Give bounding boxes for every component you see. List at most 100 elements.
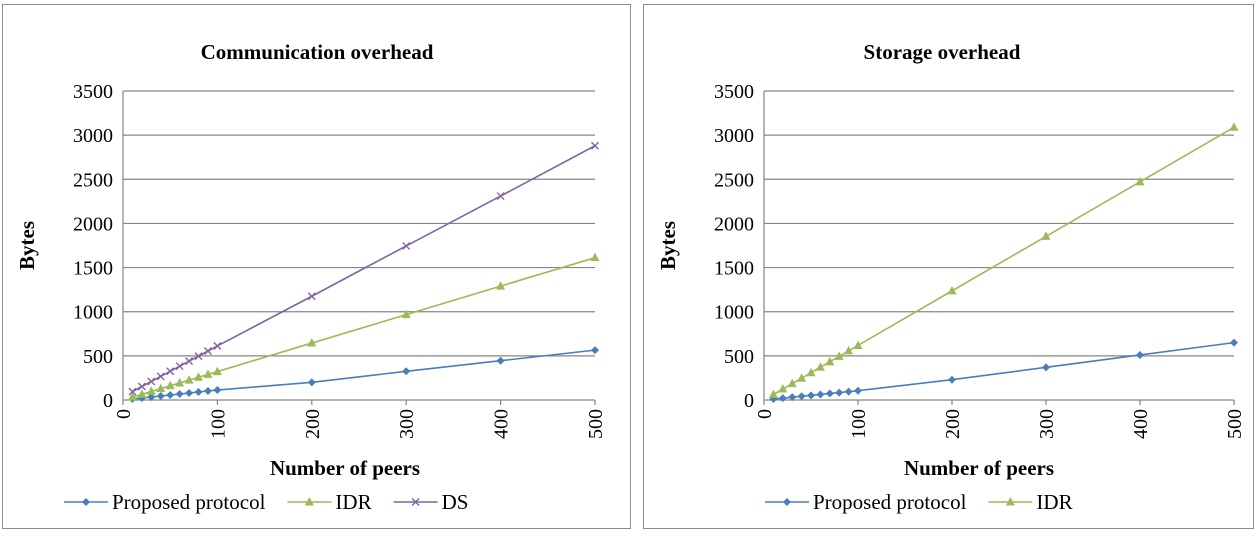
y-tick-label: 500 [83,346,113,368]
storage-overhead-chart: Storage overhead 0 500 1000 1500 2000 2500 3000… [643,4,1254,529]
y-tick-label: 2000 [714,213,754,235]
point-proposed-protocol [816,390,824,398]
point-ds [167,368,174,375]
point-idr [591,253,600,262]
point-idr [807,368,816,377]
legend-marker [783,498,791,506]
line-idr [773,127,1234,394]
legend-label: Proposed protocol [813,490,967,514]
x-tick-label: 100 [207,409,229,439]
point-ds [497,193,504,200]
legend-marker [82,498,90,506]
point-idr [948,286,957,295]
point-ds [214,342,221,349]
point-proposed-protocol [204,387,212,395]
point-idr [769,390,778,399]
point-ds [176,363,183,370]
x-tick-label: 0 [113,409,135,419]
legend-label: Proposed protocol [112,490,266,514]
x-tick-label: 500 [1224,409,1246,439]
y-tick-label: 1000 [73,302,113,324]
legend-item-ds: DS [394,490,469,514]
point-idr [788,379,797,388]
y-tick-label: 3500 [73,81,113,103]
y-tick-label: 2500 [73,169,113,191]
series-idr [128,253,600,401]
point-proposed-protocol [835,389,843,397]
legend-label: DS [442,490,469,514]
communication-overhead-plot: Communication overhead050010001500200025… [3,5,630,528]
line-ds [132,146,595,392]
point-ds [186,358,193,365]
storage-overhead-plot: Storage overhead050010001500200025003000… [644,5,1253,528]
point-ds [148,378,155,385]
point-proposed-protocol [779,394,787,402]
point-proposed-protocol [826,389,834,397]
point-ds [204,348,211,355]
x-axis-title: Number of peers [270,456,420,480]
point-ds [138,383,145,390]
point-proposed-protocol [845,388,853,396]
point-proposed-protocol [157,392,165,400]
point-proposed-protocol [213,386,221,394]
y-tick-label: 3500 [714,81,754,103]
y-tick-label: 3000 [73,125,113,147]
y-tick-label: 500 [724,346,754,368]
point-proposed-protocol [1136,351,1144,359]
y-tick-label: 2000 [73,213,113,235]
point-proposed-protocol [798,392,806,400]
point-proposed-protocol [308,378,316,386]
point-ds [308,293,315,300]
chart-title: Communication overhead [201,40,434,64]
point-idr [854,340,863,349]
point-proposed-protocol [185,389,193,397]
y-axis-title: Bytes [15,221,39,270]
communication-overhead-chart: Communication overhead 0 500 1000 1500 2000 25… [2,4,631,529]
series-idr [769,122,1239,398]
point-idr [1136,177,1145,186]
x-axis-title: Number of peers [904,456,1054,480]
point-idr [797,373,806,382]
point-proposed-protocol [591,346,599,354]
point-proposed-protocol [854,387,862,395]
series-proposed-protocol [769,339,1238,403]
y-tick-label: 2500 [714,169,754,191]
x-tick-label: 500 [585,409,607,439]
legend: Proposed protocol IDR DS [64,490,468,514]
y-tick-label: 3000 [714,125,754,147]
x-tick-label: 100 [848,409,870,439]
point-idr [816,362,825,371]
point-proposed-protocol [948,376,956,384]
point-proposed-protocol [176,390,184,398]
point-proposed-protocol [1230,339,1238,347]
x-tick-label: 400 [491,409,513,439]
line-proposed-protocol [773,343,1234,399]
x-tick-label: 300 [396,409,418,439]
point-ds [157,373,164,380]
point-ds [592,142,599,149]
point-proposed-protocol [1042,363,1050,371]
legend-item-proposed-protocol: Proposed protocol [765,490,967,514]
x-tick-label: 200 [942,409,964,439]
x-tick-label: 0 [754,409,776,419]
point-idr [778,384,787,393]
point-idr [1042,231,1051,240]
x-tick-label: 400 [1130,409,1152,439]
point-proposed-protocol [497,357,505,365]
point-idr [825,357,834,366]
y-tick-label: 0 [103,390,113,412]
chart-title: Storage overhead [864,40,1021,64]
point-idr [844,346,853,355]
point-proposed-protocol [402,367,410,375]
y-tick-label: 1500 [714,258,754,280]
legend: Proposed protocol IDR [765,490,1073,514]
point-ds [403,242,410,249]
legend-label: IDR [1036,490,1072,514]
legend-label: IDR [335,490,371,514]
x-tick-label: 200 [302,409,324,439]
y-tick-label: 0 [744,390,754,412]
legend-item-proposed-protocol: Proposed protocol [64,490,266,514]
point-idr [1230,122,1239,131]
x-tick-label: 300 [1036,409,1058,439]
legend-item-idr: IDR [988,490,1072,514]
